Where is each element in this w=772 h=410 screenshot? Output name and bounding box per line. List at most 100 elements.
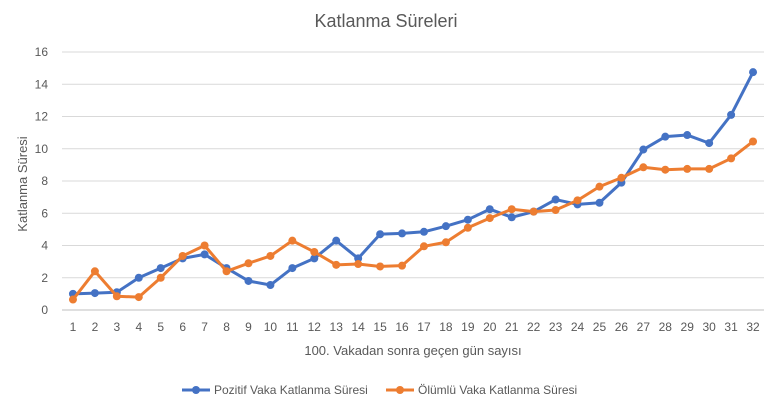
data-point [551, 195, 560, 204]
x-axis-ticks: 1 2 3 4 5 6 7 8 9 10 11 12 13 14 15 16 17 18 19 20 21 22 23 24 2… [70, 320, 760, 334]
data-point [266, 251, 275, 260]
data-point [463, 223, 472, 232]
data-point [376, 230, 385, 239]
data-point [310, 247, 319, 256]
x-tick-label: 10 [264, 320, 278, 334]
data-point [595, 198, 604, 207]
data-point [200, 241, 209, 250]
y-tick-label: 4 [41, 239, 48, 253]
legend-marker [396, 386, 404, 394]
legend-item-1: Pozitif Vaka Katlanma Süresi [182, 383, 368, 397]
data-point [90, 289, 99, 298]
data-point [661, 165, 670, 174]
y-tick-label: 10 [35, 142, 49, 156]
data-point [288, 264, 297, 273]
data-point [398, 261, 407, 270]
x-tick-label: 2 [92, 320, 99, 334]
legend-item-2: Ölümlü Vaka Katlanma Süresi [386, 383, 577, 397]
x-tick-label: 15 [373, 320, 387, 334]
x-tick-label: 27 [637, 320, 651, 334]
x-tick-label: 25 [593, 320, 607, 334]
data-point [310, 254, 319, 263]
data-point [288, 236, 297, 245]
x-tick-label: 18 [439, 320, 453, 334]
y-axis-title: Katlanma Süresi [15, 136, 30, 231]
data-point [134, 293, 143, 302]
data-point [551, 206, 560, 215]
data-point [178, 251, 187, 260]
x-tick-label: 8 [223, 320, 230, 334]
gridlines [62, 51, 764, 279]
x-tick-label: 31 [724, 320, 738, 334]
data-point [463, 215, 472, 224]
data-point [441, 222, 450, 231]
data-point [441, 238, 450, 247]
y-tick-label: 6 [41, 206, 48, 220]
x-tick-label: 6 [179, 320, 186, 334]
x-tick-label: 19 [461, 320, 475, 334]
data-point [661, 132, 670, 141]
x-tick-label: 11 [286, 320, 299, 334]
data-point [727, 110, 736, 119]
legend-label: Ölümlü Vaka Katlanma Süresi [418, 383, 577, 397]
x-tick-label: 1 [70, 320, 77, 334]
y-tick-label: 8 [41, 174, 48, 188]
data-point [156, 273, 165, 282]
y-tick-label: 14 [35, 77, 49, 91]
data-point [332, 260, 341, 269]
x-tick-label: 13 [330, 320, 344, 334]
x-tick-label: 12 [308, 320, 322, 334]
x-tick-label: 24 [571, 320, 585, 334]
data-point [419, 242, 428, 251]
x-tick-label: 28 [659, 320, 673, 334]
data-point [90, 267, 99, 276]
data-point [485, 205, 494, 214]
data-point [507, 205, 516, 214]
y-tick-label: 12 [35, 110, 49, 124]
x-tick-label: 23 [549, 320, 563, 334]
y-tick-label: 2 [41, 271, 48, 285]
data-point [266, 281, 275, 290]
data-point [595, 182, 604, 191]
data-point [419, 227, 428, 236]
data-point [376, 262, 385, 271]
series-layer [68, 68, 758, 304]
data-point [639, 163, 648, 172]
data-point [332, 236, 341, 245]
data-point [529, 207, 538, 216]
data-point [749, 68, 758, 77]
x-tick-label: 9 [245, 320, 252, 334]
data-point [639, 145, 648, 154]
data-point [354, 254, 363, 263]
data-point [683, 131, 692, 140]
data-point [705, 164, 714, 173]
series-line [71, 139, 755, 302]
x-tick-label: 20 [483, 320, 497, 334]
legend: Pozitif Vaka Katlanma Süresi Ölümlü Vaka … [182, 383, 577, 397]
data-point [705, 139, 714, 148]
x-tick-label: 21 [505, 320, 519, 334]
x-tick-label: 26 [615, 320, 629, 334]
chart-title: Katlanma Süreleri [314, 11, 457, 31]
data-point [244, 259, 253, 268]
x-tick-label: 4 [135, 320, 142, 334]
x-tick-label: 22 [527, 320, 541, 334]
x-tick-label: 14 [351, 320, 365, 334]
data-point [200, 250, 209, 259]
x-tick-label: 16 [395, 320, 409, 334]
data-point [617, 173, 626, 182]
x-tick-label: 7 [201, 320, 208, 334]
data-point [134, 273, 143, 282]
x-tick-label: 32 [746, 320, 760, 334]
x-axis-title: 100. Vakadan sonra geçen gün sayısı [304, 343, 521, 358]
legend-label: Pozitif Vaka Katlanma Süresi [214, 383, 368, 397]
data-point [354, 260, 363, 269]
data-point [749, 137, 758, 146]
data-point [683, 164, 692, 173]
x-tick-label: 30 [702, 320, 716, 334]
data-point [244, 276, 253, 285]
data-point [112, 292, 121, 301]
series-1 [68, 68, 758, 298]
